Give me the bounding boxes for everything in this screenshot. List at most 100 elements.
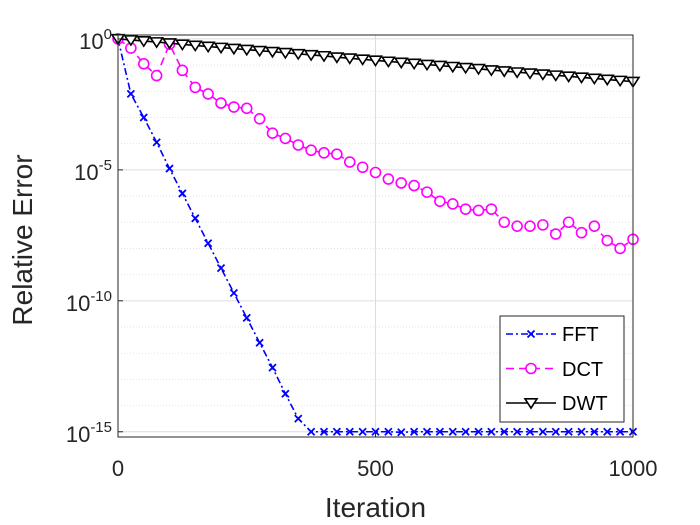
data-point-fft (461, 427, 470, 436)
x-tick-label: 1000 (609, 456, 658, 481)
data-point-fft (551, 427, 560, 436)
data-point-dwt (496, 66, 512, 78)
data-point-dwt (535, 69, 551, 81)
data-point-dwt (586, 73, 602, 86)
series-line-fft (117, 38, 633, 434)
x-tick-label: 500 (357, 456, 394, 481)
data-point-fft (165, 164, 174, 173)
data-point-dwt (162, 38, 177, 50)
data-point-fft (371, 427, 380, 436)
legend: FFT DCT DWT (499, 315, 625, 423)
data-point-fft (203, 239, 213, 248)
data-point-dct (137, 58, 150, 70)
data-point-dct (498, 216, 511, 229)
data-point-dct (614, 242, 626, 255)
data-point-dct (511, 220, 523, 232)
data-point-dct (459, 203, 472, 215)
data-point-dct (279, 132, 292, 145)
data-point-dwt (316, 50, 332, 63)
data-point-dwt (239, 44, 255, 57)
data-point-fft (242, 313, 251, 322)
data-point-dwt (174, 39, 190, 52)
data-point-fft (191, 214, 200, 223)
data-point-fft (319, 427, 329, 436)
data-point-fft (448, 427, 457, 436)
x-tick-label: 0 (112, 456, 124, 481)
data-point-dwt (213, 42, 229, 55)
data-point-dwt (329, 52, 345, 64)
data-point-dct (601, 234, 614, 247)
data-point-dct (215, 97, 227, 109)
data-point-dct (408, 179, 420, 192)
data-point-fft (435, 427, 445, 436)
data-point-dct (524, 220, 536, 232)
data-point-dct (588, 220, 601, 232)
data-point-dct (421, 186, 433, 198)
data-point-dct (395, 177, 408, 189)
data-point-dwt (187, 40, 203, 53)
y-tick-label: 100 (79, 26, 112, 54)
data-point-dwt (406, 58, 422, 71)
data-point-dwt (445, 61, 461, 74)
data-point-dct (446, 198, 459, 210)
data-point-dwt (548, 70, 564, 82)
data-point-dct (549, 228, 562, 240)
data-point-dwt (277, 47, 293, 60)
data-point-dwt (380, 56, 396, 69)
data-point-dct (434, 195, 446, 208)
data-point-dwt (509, 67, 525, 79)
data-point-dwt (599, 74, 615, 87)
legend-marker-dwt (523, 397, 539, 410)
series-dwt (110, 33, 641, 89)
data-point-fft (268, 363, 277, 372)
data-point-dct (356, 161, 369, 174)
data-point-fft (397, 428, 406, 437)
data-point-fft (512, 427, 522, 436)
legend-marker-fft (526, 329, 536, 339)
data-point-fft (294, 414, 303, 423)
data-point-dct (202, 88, 214, 100)
data-point-fft (178, 189, 187, 198)
data-point-fft (487, 427, 496, 436)
data-point-fft (216, 263, 226, 273)
data-point-dct (266, 127, 279, 140)
legend-label-dct: DCT (562, 359, 603, 381)
data-point-dwt (432, 60, 448, 73)
data-point-dwt (200, 41, 216, 54)
data-point-fft (358, 427, 367, 436)
data-point-fft (281, 389, 290, 398)
data-point-dct (176, 64, 189, 77)
data-point-dct (343, 156, 356, 168)
data-point-dwt (419, 59, 435, 72)
data-point-dct (150, 69, 163, 82)
series-layer (110, 33, 641, 437)
data-point-dct (331, 148, 343, 160)
data-point-fft (525, 427, 535, 436)
ticks: 0 500 1000 100 10-5 10-10 10-15 (66, 26, 658, 481)
data-point-dwt (574, 72, 589, 85)
y-tick-label: 10-5 (74, 157, 112, 185)
data-point-fft (500, 427, 509, 436)
data-point-fft (126, 89, 136, 99)
data-point-fft (384, 427, 393, 436)
data-point-fft (422, 427, 432, 436)
data-point-dwt (612, 75, 628, 88)
data-point-dct (228, 101, 240, 113)
data-point-fft (409, 427, 419, 436)
data-point-dct (292, 139, 305, 151)
data-point-fft (474, 427, 483, 436)
data-point-dct (472, 204, 485, 217)
data-point-dct (537, 219, 549, 231)
legend-label-dwt: DWT (562, 393, 608, 415)
data-point-fft (229, 288, 239, 298)
data-point-fft (590, 427, 599, 436)
legend-marker-dct (525, 362, 537, 375)
data-point-dwt (252, 45, 268, 58)
data-point-dwt (149, 37, 165, 49)
data-point-dwt (226, 43, 242, 56)
y-tick-label: 10-15 (66, 419, 112, 447)
data-point-dct (189, 81, 202, 94)
data-point-dwt (393, 57, 409, 70)
